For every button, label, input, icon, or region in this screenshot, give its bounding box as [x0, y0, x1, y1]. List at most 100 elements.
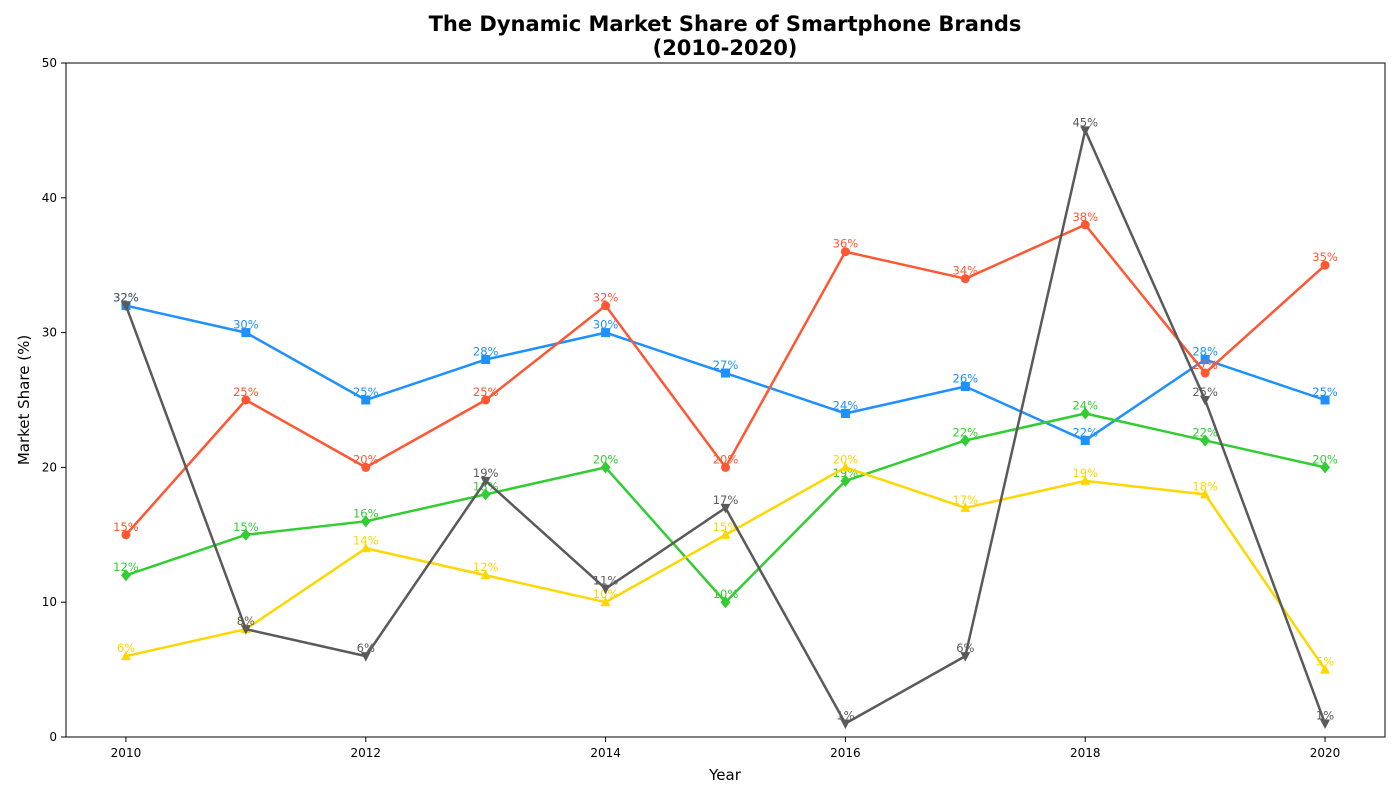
axis-ticks: 2010 2012 2014 2016 2018 2020 0 10 20 30 40 50: [42, 56, 1341, 760]
data-label: 25%: [233, 385, 259, 399]
diamond-marker: [480, 488, 491, 501]
data-label: 35%: [1312, 250, 1338, 264]
y-tick-label: 0: [49, 730, 57, 744]
chart-title: The Dynamic Market Share of Smartphone B…: [429, 12, 1022, 36]
triangle-down-marker: [1080, 126, 1091, 136]
y-tick-label: 40: [42, 191, 57, 205]
data-label: 5%: [1316, 655, 1334, 669]
data-label: 32%: [593, 291, 619, 305]
square-marker: [481, 355, 491, 365]
data-label: 30%: [593, 318, 619, 332]
triangle-down-marker: [720, 503, 731, 514]
data-label: 27%: [713, 358, 739, 372]
circle-marker: [241, 395, 251, 405]
x-tick-label: 2020: [1310, 746, 1341, 760]
data-label: 18%: [1192, 479, 1218, 493]
chart-subtitle: (2010-2020): [653, 36, 798, 60]
square-marker: [1080, 435, 1090, 445]
data-label: 22%: [1192, 425, 1218, 439]
data-label: 38%: [1072, 210, 1098, 224]
data-label: 20%: [353, 452, 379, 466]
x-axis-label: Year: [708, 766, 742, 784]
y-tick-label: 10: [42, 595, 57, 609]
triangle-up-marker: [1200, 488, 1211, 499]
data-label: 20%: [1312, 452, 1338, 466]
triangle-up-marker: [1320, 664, 1331, 674]
circle-marker: [1200, 368, 1210, 378]
triangle-up-marker: [1080, 475, 1091, 485]
data-label: 22%: [953, 425, 979, 439]
triangle-down-marker: [360, 652, 371, 662]
triangle-up-marker: [600, 596, 611, 607]
data-label: 27%: [1192, 358, 1218, 372]
circle-marker: [840, 247, 850, 257]
circle-marker: [1320, 260, 1330, 270]
data-label: 6%: [357, 641, 375, 655]
square-marker: [960, 382, 970, 392]
data-label: 10%: [593, 587, 619, 601]
data-label: 6%: [117, 641, 135, 655]
diamond-marker: [360, 515, 371, 528]
data-label: 16%: [353, 506, 379, 520]
data-label: 12%: [113, 560, 139, 574]
square-marker: [840, 408, 850, 418]
triangle-up-marker: [960, 502, 971, 512]
data-label: 20%: [833, 452, 859, 466]
data-label: 24%: [1072, 398, 1098, 412]
diamond-marker: [1080, 407, 1091, 420]
data-label: 32%: [113, 291, 139, 305]
data-label: 30%: [233, 318, 259, 332]
data-label: 1%: [836, 709, 854, 723]
square-marker: [721, 368, 730, 378]
data-label: 14%: [353, 533, 379, 547]
square-marker: [1320, 395, 1330, 405]
square-marker: [361, 395, 371, 405]
x-tick-label: 2018: [1070, 746, 1101, 760]
circle-marker: [481, 395, 491, 405]
y-tick-label: 20: [42, 460, 57, 474]
series-1: 32% 30% 25% 28% 30% 27% 24% 26% 22% 28% 25%: [113, 291, 1338, 445]
series-4: 6% 8% 14% 12% 10% 15% 20% 17% 19% 18% 5%: [117, 452, 1334, 674]
triangle-down-marker: [600, 584, 611, 595]
x-tick-label: 2014: [590, 746, 621, 760]
data-label: 19%: [1072, 466, 1098, 480]
data-label: 17%: [953, 493, 979, 507]
data-label: 25%: [1192, 385, 1218, 399]
series-5: 32% 8% 6% 19% 11% 17% 1% 6% 45% 25% 1%: [113, 115, 1334, 730]
data-label: 25%: [1312, 385, 1338, 399]
y-tick-label: 50: [42, 56, 57, 70]
triangle-up-marker: [840, 461, 851, 472]
data-label: 10%: [713, 587, 739, 601]
triangle-up-marker: [480, 569, 491, 580]
square-marker: [241, 328, 251, 338]
triangle-down-marker: [960, 652, 971, 662]
triangle-down-marker: [120, 301, 131, 312]
data-label: 17%: [713, 493, 739, 507]
diamond-marker: [720, 596, 731, 609]
diamond-marker: [840, 474, 851, 487]
series-2: 15% 25% 20% 25% 32% 20% 36% 34% 38% 27% 35%: [113, 210, 1338, 540]
data-label: 15%: [713, 520, 739, 534]
data-label: 15%: [113, 520, 139, 534]
diamond-marker: [1200, 434, 1211, 447]
y-axis-label: Market Share (%): [15, 335, 33, 465]
data-label: 25%: [353, 385, 379, 399]
data-label: 24%: [833, 398, 859, 412]
triangle-up-marker: [720, 529, 731, 539]
triangle-up-marker: [360, 542, 371, 553]
data-label: 28%: [473, 345, 499, 359]
data-label: 32%: [113, 291, 139, 305]
data-label: 36%: [833, 237, 859, 251]
diamond-marker: [120, 569, 131, 582]
diamond-marker: [1320, 461, 1331, 474]
data-label: 8%: [237, 614, 255, 628]
triangle-up-marker: [120, 650, 131, 661]
triangle-down-marker: [480, 476, 491, 487]
plot-area: 32% 30% 25% 28% 30% 27% 24% 26% 22% 28% 25% 15% 25% 2…: [113, 115, 1338, 730]
triangle-down-marker: [1320, 719, 1331, 730]
plot-frame: [65, 62, 1386, 738]
circle-marker: [1080, 220, 1090, 230]
diamond-marker: [600, 461, 611, 474]
